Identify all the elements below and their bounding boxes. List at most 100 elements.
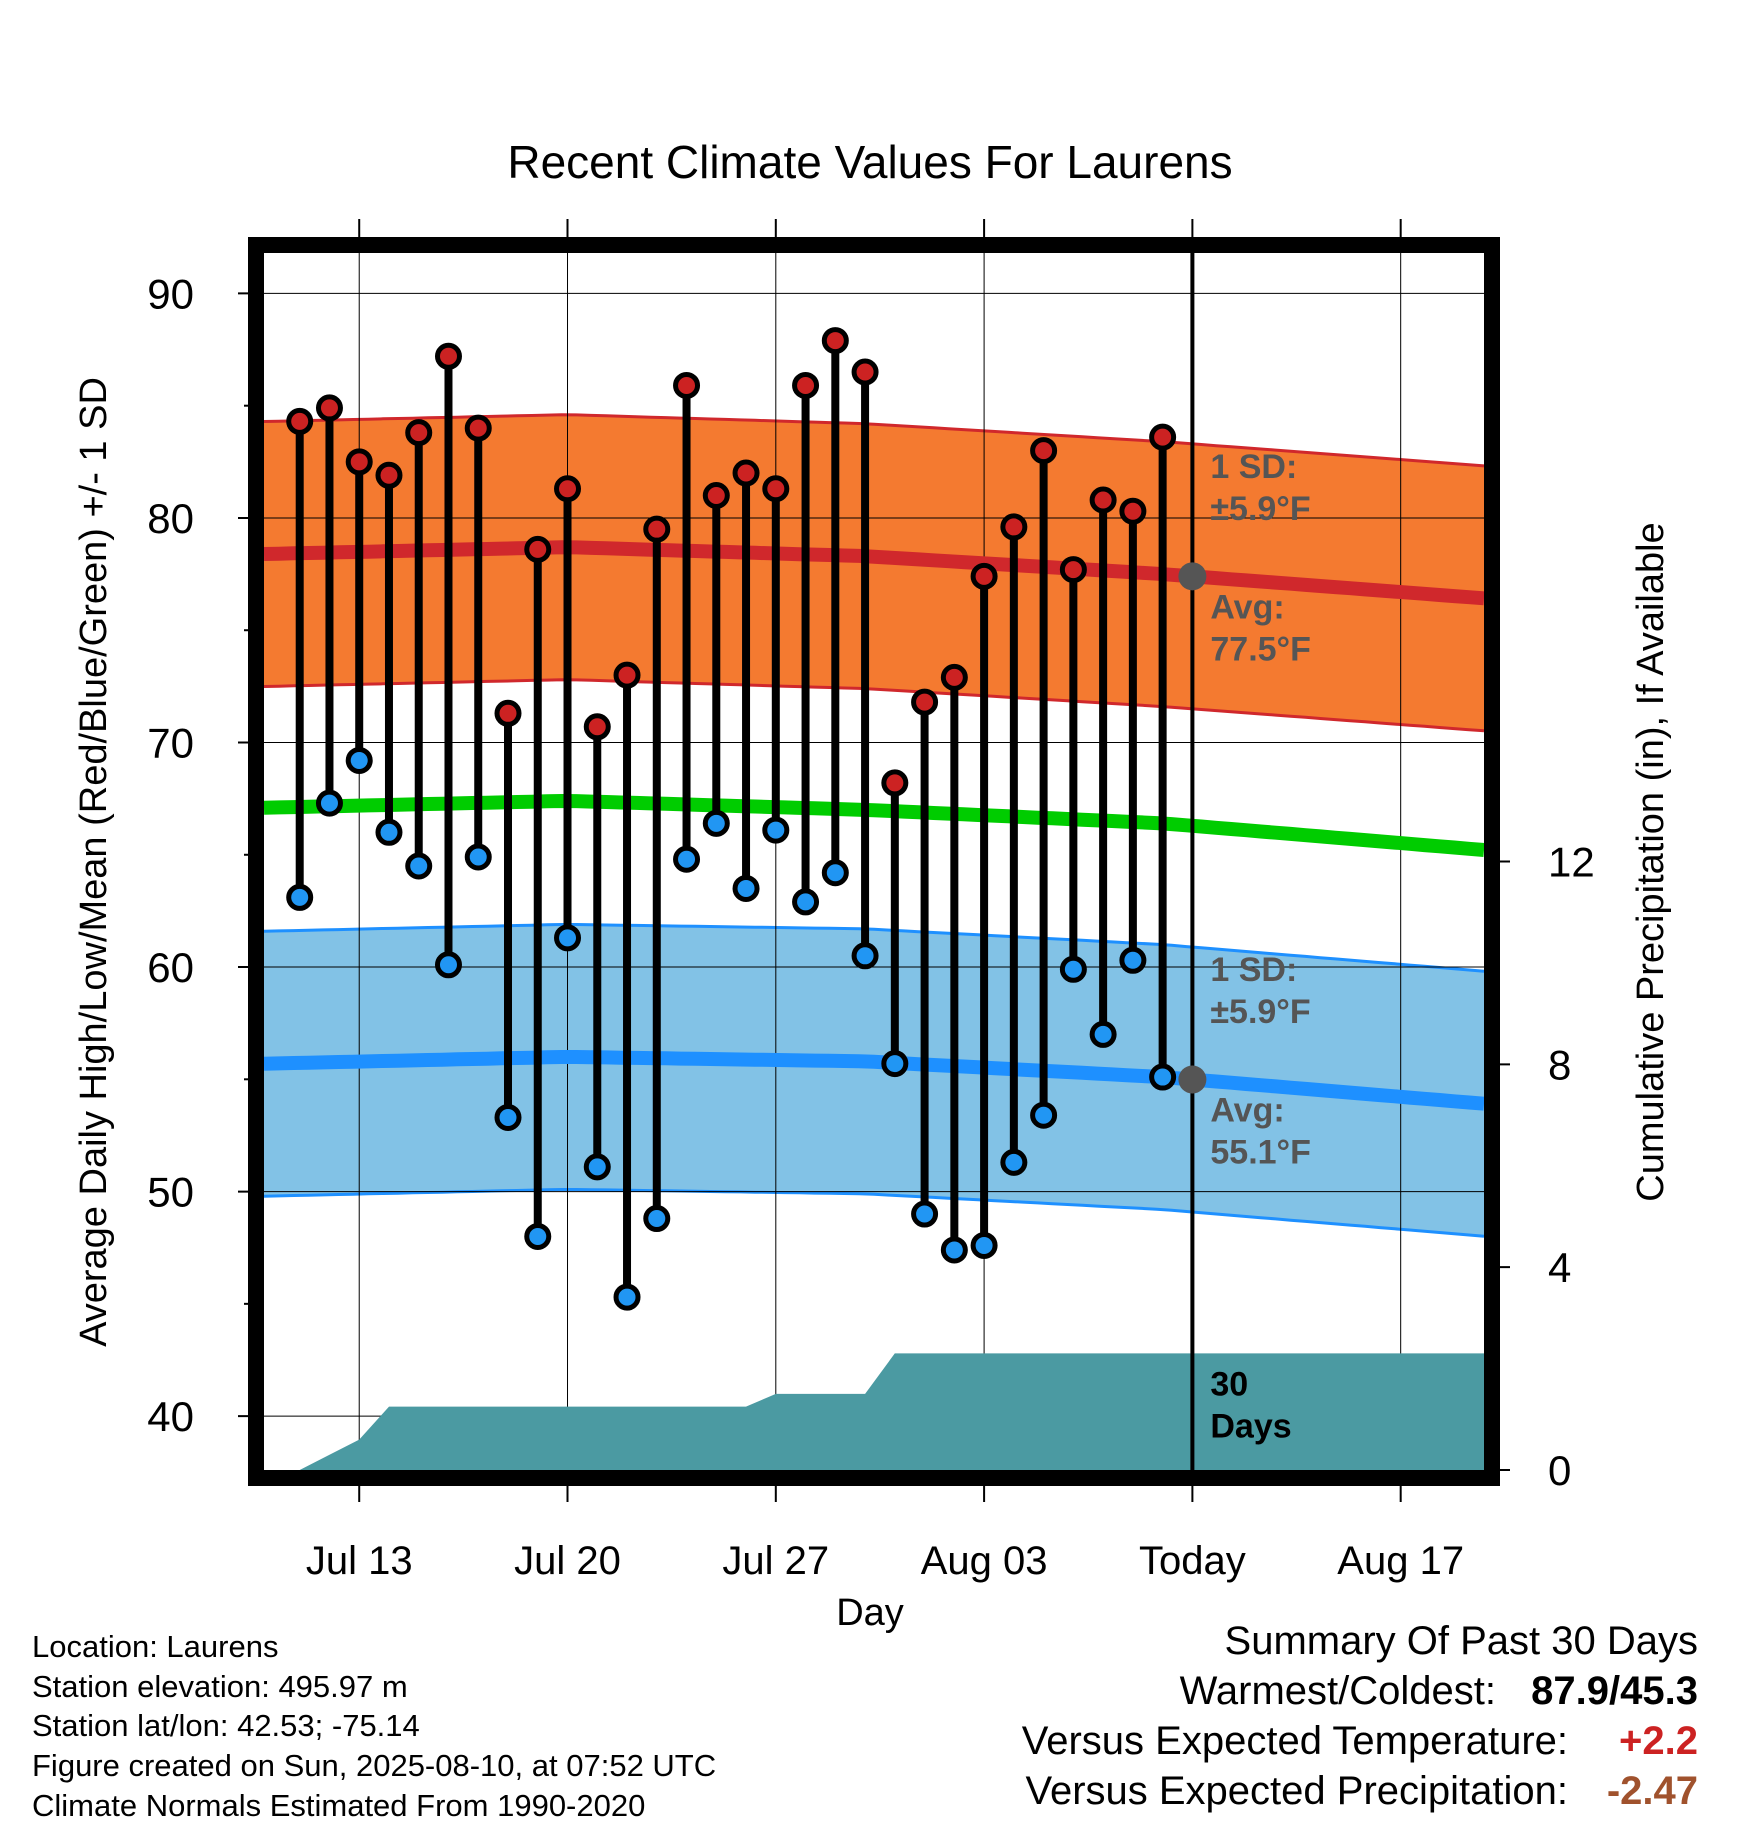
daily-low-point	[821, 859, 849, 887]
daily-low-point	[345, 746, 373, 774]
normal-high-line	[263, 540, 1485, 606]
plot-area: 1 SD: ±5.9°F Avg: 77.5°F 1 SD: ±5.9°F Avg: 55.1…	[263, 253, 1485, 1470]
daily-high-point	[375, 461, 403, 489]
x-tick-label: Jul 27	[722, 1539, 829, 1583]
summary-block: Summary Of Past 30 Days Warmest/Coldest:…	[1022, 1619, 1698, 1813]
x-tick-label: Jul 20	[514, 1539, 621, 1583]
summary-warm-cold-label: Warmest/Coldest:	[1180, 1669, 1496, 1713]
footer-created: Figure created on Sun, 2025-08-10, at 07…	[32, 1748, 716, 1783]
daily-high-point	[554, 475, 582, 503]
daily-low-point	[1059, 955, 1087, 983]
low-avg-annotation-line1: Avg:	[1210, 1092, 1284, 1130]
x-tick-label: Today	[1139, 1539, 1246, 1583]
daily-low-point	[911, 1200, 939, 1228]
today-normal-low-marker	[1178, 1065, 1207, 1094]
daily-high-point	[464, 414, 492, 442]
x-tick-label: Jul 13	[306, 1539, 413, 1583]
daily-low-point	[673, 845, 701, 873]
today-normal-high-marker	[1178, 562, 1207, 591]
daily-high-point	[673, 371, 701, 399]
normal-mean-line	[263, 793, 1485, 857]
daily-low-point	[1000, 1148, 1028, 1176]
daily-high-point	[1119, 497, 1147, 525]
summary-precip-label: Versus Expected Precipitation:	[1025, 1769, 1568, 1813]
daily-high-point	[643, 515, 671, 543]
daily-high-point	[345, 448, 373, 476]
daily-low-point	[762, 816, 790, 844]
daily-high-point	[762, 475, 790, 503]
summary-title: Summary Of Past 30 Days	[1225, 1619, 1698, 1663]
daily-high-point	[524, 535, 552, 563]
daily-high-point	[970, 562, 998, 590]
y-tick-label: 90	[147, 270, 194, 317]
daily-high-point	[881, 769, 909, 797]
y-tick-label: 80	[147, 495, 194, 542]
x-tick-label: Aug 17	[1337, 1539, 1464, 1583]
precip-area	[264, 1353, 1484, 1470]
daily-high-point	[1089, 486, 1117, 514]
daily-high-point	[911, 688, 939, 716]
y-axis-label-left: Average Daily High/Low/Mean (Red/Blue/Gr…	[73, 377, 115, 1347]
daily-high-point	[434, 342, 462, 370]
low-sd-annotation-line1: 1 SD:	[1210, 951, 1297, 989]
x-axis-label: Day	[836, 1592, 904, 1634]
daily-low-point	[434, 951, 462, 979]
y2-tick-label: 8	[1548, 1041, 1571, 1088]
daily-high-point	[613, 661, 641, 689]
normal-high-band-upper-edge	[263, 413, 1485, 468]
daily-high-point	[315, 394, 343, 422]
daily-low-point	[494, 1103, 522, 1131]
daily-low-point	[524, 1222, 552, 1250]
daily-low-point	[702, 809, 730, 837]
y2-tick-label: 0	[1548, 1447, 1571, 1494]
daily-high-point	[940, 663, 968, 691]
daily-low-point	[1089, 1020, 1117, 1048]
footer-latlon: Station lat/lon: 42.53; -75.14	[32, 1708, 420, 1743]
y-tick-label: 60	[147, 944, 194, 991]
daily-high-point	[405, 419, 433, 447]
daily-low-point	[613, 1283, 641, 1311]
daily-high-point	[732, 459, 760, 487]
daily-low-point	[375, 818, 403, 846]
daily-low-point	[315, 789, 343, 817]
summary-warm-cold-value: 87.9/45.3	[1531, 1669, 1698, 1713]
high-avg-annotation-line2: 77.5°F	[1210, 630, 1311, 668]
y-tick-label: 40	[147, 1393, 194, 1440]
daily-low-point	[1030, 1101, 1058, 1129]
footer-elevation: Station elevation: 495.97 m	[32, 1669, 408, 1704]
y-tick-label: 50	[147, 1169, 194, 1216]
daily-high-point	[1059, 556, 1087, 584]
normal-low-line	[263, 1050, 1485, 1111]
footer-info: Location: Laurens Station elevation: 495…	[32, 1629, 716, 1823]
normal-low-band-upper-edge	[263, 923, 1485, 973]
daily-high-point	[851, 358, 879, 386]
daily-low-point	[583, 1153, 611, 1181]
daily-low-point	[732, 874, 760, 902]
daily-low-point	[286, 883, 314, 911]
y-tick-label: 70	[147, 719, 194, 766]
summary-temp-label: Versus Expected Temperature:	[1022, 1719, 1568, 1763]
daily-low-point	[464, 843, 492, 871]
high-sd-annotation-line1: 1 SD:	[1210, 448, 1297, 486]
axes: 40 50 60 70 80 90 0 4 8 12 Jul 13 Jul 20 Jul 27 Aug 0…	[147, 219, 1595, 1583]
daily-low-point	[643, 1205, 671, 1233]
y2-tick-label: 12	[1548, 839, 1595, 886]
normal-low-band	[264, 924, 1484, 1237]
daily-low-point	[1119, 946, 1147, 974]
precip-days-annotation-line1: 30	[1210, 1365, 1248, 1403]
normal-high-band-lower-edge	[263, 678, 1485, 733]
daily-high-point	[792, 371, 820, 399]
high-avg-annotation-line1: Avg:	[1210, 588, 1284, 626]
footer-location: Location: Laurens	[32, 1629, 278, 1664]
daily-low-point	[881, 1050, 909, 1078]
daily-high-point	[702, 482, 730, 510]
y-axis-label-right: Cumulative Precipitation (in), If Availa…	[1630, 522, 1672, 1201]
daily-high-point	[494, 699, 522, 727]
daily-high-point	[1149, 423, 1177, 451]
precip-days-annotation-line2: Days	[1210, 1407, 1291, 1445]
footer-normals: Climate Normals Estimated From 1990-2020	[32, 1788, 645, 1823]
low-avg-annotation-line2: 55.1°F	[1210, 1134, 1311, 1172]
daily-low-point	[405, 852, 433, 880]
daily-high-point	[286, 407, 314, 435]
